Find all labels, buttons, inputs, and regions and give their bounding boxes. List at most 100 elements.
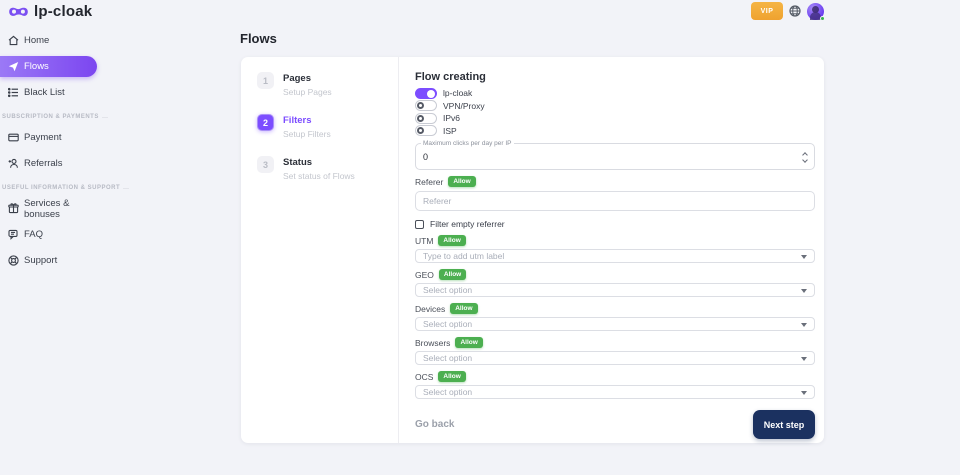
send-icon bbox=[8, 61, 19, 72]
go-back-link[interactable]: Go back bbox=[415, 419, 455, 430]
utm-input[interactable] bbox=[423, 251, 793, 261]
referer-label: Referer bbox=[415, 176, 444, 187]
sidebar-item-support[interactable]: Support bbox=[0, 250, 100, 271]
sidebar-section-support: USEFUL INFORMATION & SUPPORT bbox=[2, 185, 121, 191]
toggle-row-isp: ISP bbox=[415, 125, 816, 138]
caret-down-icon bbox=[801, 357, 807, 361]
online-status-dot bbox=[820, 15, 825, 21]
step-number: 3 bbox=[257, 156, 274, 173]
toggle-label: VPN/Proxy bbox=[443, 100, 485, 111]
ocs-label-row: OCS Allow bbox=[415, 371, 816, 382]
form-title: Flow creating bbox=[415, 71, 486, 83]
vpn-proxy-toggle[interactable] bbox=[415, 100, 437, 112]
step-number: 1 bbox=[257, 72, 274, 89]
home-icon bbox=[8, 35, 19, 46]
list-icon bbox=[8, 87, 19, 98]
sidebar-item-label: Services & bonuses bbox=[24, 197, 70, 220]
select-placeholder: Select option bbox=[423, 319, 473, 329]
browsers-label-row: Browsers Allow bbox=[415, 337, 816, 348]
ocs-label: OCS bbox=[415, 371, 434, 382]
flow-creation-card: 1 Pages Setup Pages 2 Filters Setup Filt… bbox=[241, 57, 824, 443]
sidebar-item-label: Referrals bbox=[24, 158, 63, 169]
sidebar-item-payment[interactable]: Payment bbox=[0, 127, 100, 148]
sidebar-item-label: FAQ bbox=[24, 229, 44, 240]
add-user-icon bbox=[8, 158, 19, 169]
utm-combobox[interactable] bbox=[415, 249, 815, 263]
utm-allow-badge[interactable]: Allow bbox=[438, 235, 466, 246]
step-filters[interactable]: 2 Filters Setup Filters bbox=[257, 114, 398, 139]
max-clicks-field: Maximum clicks per day per IP bbox=[415, 140, 815, 170]
ipv6-toggle[interactable] bbox=[415, 112, 437, 124]
devices-select[interactable]: Select option bbox=[415, 317, 815, 331]
isp-toggle[interactable] bbox=[415, 125, 437, 137]
browsers-allow-badge[interactable]: Allow bbox=[455, 337, 483, 348]
filters-form: Flow creating lp-cloak VPN/Proxy IPv6 IS… bbox=[399, 57, 824, 443]
select-placeholder: Select option bbox=[423, 285, 473, 295]
browsers-select[interactable]: Select option bbox=[415, 351, 815, 365]
devices-allow-badge[interactable]: Allow bbox=[450, 303, 478, 314]
brand-name: lp-cloak bbox=[34, 3, 93, 20]
toggle-row-vpn-proxy: VPN/Proxy bbox=[415, 100, 816, 113]
sidebar: Home Flows Black List SUBSCRIPTION & PAY… bbox=[0, 30, 121, 276]
utm-label-row: UTM Allow bbox=[415, 235, 816, 246]
language-globe-icon[interactable] bbox=[789, 5, 801, 17]
devices-label-row: Devices Allow bbox=[415, 303, 816, 314]
vip-button[interactable]: VIP bbox=[751, 2, 783, 20]
sidebar-item-label: Support bbox=[24, 255, 58, 266]
chat-icon bbox=[8, 229, 19, 240]
utm-label: UTM bbox=[415, 235, 434, 246]
step-subtitle: Setup Filters bbox=[283, 129, 331, 139]
sidebar-item-label: Flows bbox=[24, 61, 49, 72]
step-subtitle: Set status of Flows bbox=[283, 171, 355, 181]
step-title: Filters bbox=[283, 115, 312, 126]
checkbox-label: Filter empty referrer bbox=[430, 219, 505, 229]
steps-panel: 1 Pages Setup Pages 2 Filters Setup Filt… bbox=[241, 57, 399, 443]
geo-select[interactable]: Select option bbox=[415, 283, 815, 297]
top-header: lp-cloak VIP bbox=[0, 0, 960, 24]
caret-down-icon bbox=[801, 391, 807, 395]
sidebar-section-subscription: SUBSCRIPTION & PAYMENTS bbox=[2, 114, 99, 120]
sidebar-item-black-list[interactable]: Black List bbox=[0, 82, 100, 103]
sidebar-item-home[interactable]: Home bbox=[0, 30, 100, 51]
sidebar-item-faq[interactable]: FAQ bbox=[0, 224, 100, 245]
max-clicks-label: Maximum clicks per day per IP bbox=[423, 140, 512, 147]
ocs-allow-badge[interactable]: Allow bbox=[438, 371, 466, 382]
select-placeholder: Select option bbox=[423, 353, 473, 363]
referer-allow-badge[interactable]: Allow bbox=[448, 176, 476, 187]
devices-label: Devices bbox=[415, 303, 446, 314]
caret-down-icon bbox=[801, 289, 807, 293]
step-number: 2 bbox=[257, 114, 274, 131]
step-title: Pages bbox=[283, 73, 311, 84]
ocs-select[interactable]: Select option bbox=[415, 385, 815, 399]
number-stepper[interactable] bbox=[802, 152, 808, 163]
max-clicks-input[interactable] bbox=[423, 151, 783, 164]
page-title: Flows bbox=[240, 31, 277, 46]
brand-logo[interactable]: lp-cloak bbox=[8, 3, 92, 20]
credit-card-icon bbox=[8, 132, 19, 143]
chevron-down-icon[interactable] bbox=[802, 157, 808, 163]
sidebar-item-referrals[interactable]: Referrals bbox=[0, 153, 100, 174]
caret-down-icon bbox=[801, 255, 807, 259]
step-pages[interactable]: 1 Pages Setup Pages bbox=[257, 72, 398, 97]
sidebar-item-services[interactable]: Services & bonuses bbox=[0, 197, 100, 220]
browsers-label: Browsers bbox=[415, 337, 451, 348]
next-step-button[interactable]: Next step bbox=[753, 410, 815, 439]
referer-input[interactable] bbox=[415, 191, 815, 211]
step-status[interactable]: 3 Status Set status of Flows bbox=[257, 156, 398, 181]
select-placeholder: Select option bbox=[423, 387, 473, 397]
toggle-label: IPv6 bbox=[443, 113, 461, 124]
avatar-figure bbox=[812, 5, 819, 13]
step-subtitle: Setup Pages bbox=[283, 87, 332, 97]
sidebar-item-flows[interactable]: Flows bbox=[0, 56, 97, 77]
geo-label-row: GEO Allow bbox=[415, 269, 816, 280]
lp-cloak-toggle[interactable] bbox=[415, 87, 437, 99]
sidebar-item-label: Home bbox=[24, 35, 50, 46]
form-footer: Go back Next step bbox=[415, 410, 815, 439]
geo-allow-badge[interactable]: Allow bbox=[438, 269, 467, 280]
filter-empty-referrer-row[interactable]: Filter empty referrer bbox=[415, 219, 816, 229]
toggle-label: lp-cloak bbox=[443, 88, 473, 99]
filter-empty-referrer-checkbox[interactable] bbox=[415, 219, 424, 229]
mask-logo-icon bbox=[8, 5, 29, 19]
user-avatar[interactable] bbox=[807, 2, 825, 21]
gift-icon bbox=[8, 203, 19, 214]
